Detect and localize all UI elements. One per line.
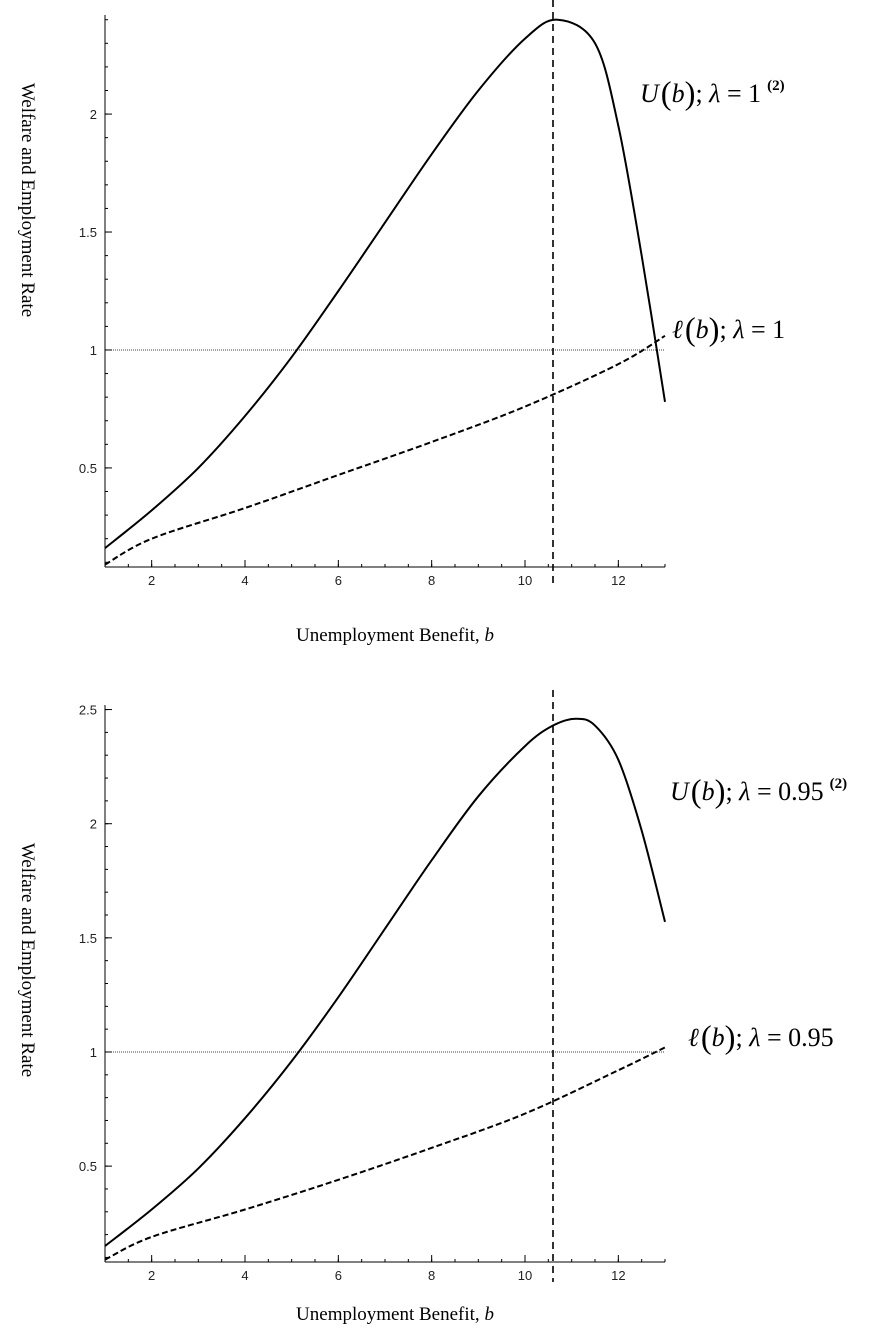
label-equals: = [750, 777, 778, 806]
chart-2: 2 4 6 8 10 120.511.522.5U(b); λ = 0.95 (2)ℓ(b)… [17, 690, 847, 1325]
x-axis-label-text: Unemployment Benefit, [296, 625, 484, 646]
employment-curve-label: ℓ(b); λ = 0.95 [688, 1020, 834, 1056]
label-paren-close: ) [685, 76, 696, 112]
y-tick-label: 1.5 [79, 225, 97, 240]
x-tick-label: 10 [518, 1268, 532, 1283]
y-axis-label: Welfare and Employment Rate [17, 83, 38, 317]
y-tick-label: 2 [90, 817, 97, 832]
label-lambda: λ [738, 777, 750, 806]
chart-1: 2 4 6 8 10 120.511.52U(b); λ = 1 (2)ℓ(b); λ = … [17, 0, 785, 646]
label-paren-open: ( [661, 76, 672, 112]
label-note: (2) [767, 78, 785, 94]
employment-curve [104, 1046, 666, 1261]
x-tick-label: 6 [335, 573, 342, 588]
x-tick-label: 8 [428, 573, 435, 588]
welfare-curve-label: U(b); λ = 1 (2) [640, 76, 785, 112]
label-argument: b [672, 79, 685, 108]
y-tick-label: 1 [90, 1045, 97, 1060]
y-tick-label: 0.5 [79, 461, 97, 476]
label-equals: = [761, 1023, 789, 1052]
x-tick-label: 2 [148, 573, 155, 588]
label-lambda-value: 1 [772, 315, 785, 344]
label-lambda: λ [748, 1023, 760, 1052]
label-argument: b [702, 777, 715, 806]
x-tick-label: 2 [148, 1268, 155, 1283]
x-tick-label: 6 [335, 1268, 342, 1283]
label-paren-close: ) [725, 1020, 736, 1056]
welfare-curve-label: U(b); λ = 0.95 (2) [670, 774, 847, 810]
label-lambda-value: 0.95 [788, 1023, 834, 1052]
x-tick-label: 8 [428, 1268, 435, 1283]
x-axis-label: Unemployment Benefit, b [296, 625, 494, 646]
label-paren-open: ( [691, 774, 702, 810]
x-axis-label: Unemployment Benefit, b [296, 1304, 494, 1325]
y-tick-label: 0.5 [79, 1159, 97, 1174]
x-axis-label-variable: b [484, 625, 494, 646]
label-lambda-value: 0.95 [778, 777, 824, 806]
y-tick-label: 2.5 [79, 703, 97, 718]
y-axis-label: Welfare and Employment Rate [17, 843, 38, 1077]
label-function: U [670, 777, 691, 806]
label-lambda-value: 1 [748, 79, 761, 108]
label-separator: ; [736, 1023, 750, 1052]
label-lambda: λ [708, 79, 720, 108]
y-tick-label: 1.5 [79, 931, 97, 946]
employment-curve [104, 334, 666, 566]
label-separator: ; [695, 79, 709, 108]
label-function: ℓ [672, 315, 683, 344]
label-equals: = [720, 79, 748, 108]
x-axis-label-variable: b [484, 1304, 494, 1325]
label-function: ℓ [688, 1023, 699, 1052]
y-tick-label: 1 [90, 343, 97, 358]
y-tick-label: 2 [90, 107, 97, 122]
label-separator: ; [725, 777, 739, 806]
label-lambda: λ [732, 315, 744, 344]
welfare-curve [104, 717, 666, 1247]
label-equals: = [745, 315, 773, 344]
label-function: U [640, 79, 661, 108]
label-separator: ; [720, 315, 734, 344]
x-tick-label: 12 [611, 1268, 625, 1283]
welfare-curve [104, 18, 666, 549]
x-tick-label: 12 [611, 573, 625, 588]
employment-curve-label: ℓ(b); λ = 1 [672, 312, 785, 348]
label-paren-open: ( [685, 312, 696, 348]
x-tick-label: 10 [518, 573, 532, 588]
x-axis-label-text: Unemployment Benefit, [296, 1304, 484, 1325]
label-paren-open: ( [701, 1020, 712, 1056]
label-paren-close: ) [709, 312, 720, 348]
label-note: (2) [830, 776, 848, 792]
label-argument: b [712, 1023, 725, 1052]
label-paren-close: ) [715, 774, 726, 810]
x-tick-label: 4 [241, 1268, 248, 1283]
label-argument: b [696, 315, 709, 344]
x-tick-label: 4 [241, 573, 248, 588]
